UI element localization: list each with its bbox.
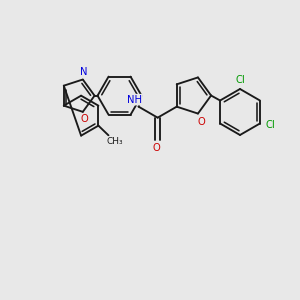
- Text: O: O: [197, 117, 205, 127]
- Text: N: N: [80, 68, 88, 77]
- Text: NH: NH: [127, 95, 142, 105]
- Text: O: O: [153, 143, 160, 153]
- Text: O: O: [81, 114, 89, 124]
- Text: CH₃: CH₃: [107, 137, 123, 146]
- Text: Cl: Cl: [265, 121, 275, 130]
- Text: Cl: Cl: [235, 75, 245, 85]
